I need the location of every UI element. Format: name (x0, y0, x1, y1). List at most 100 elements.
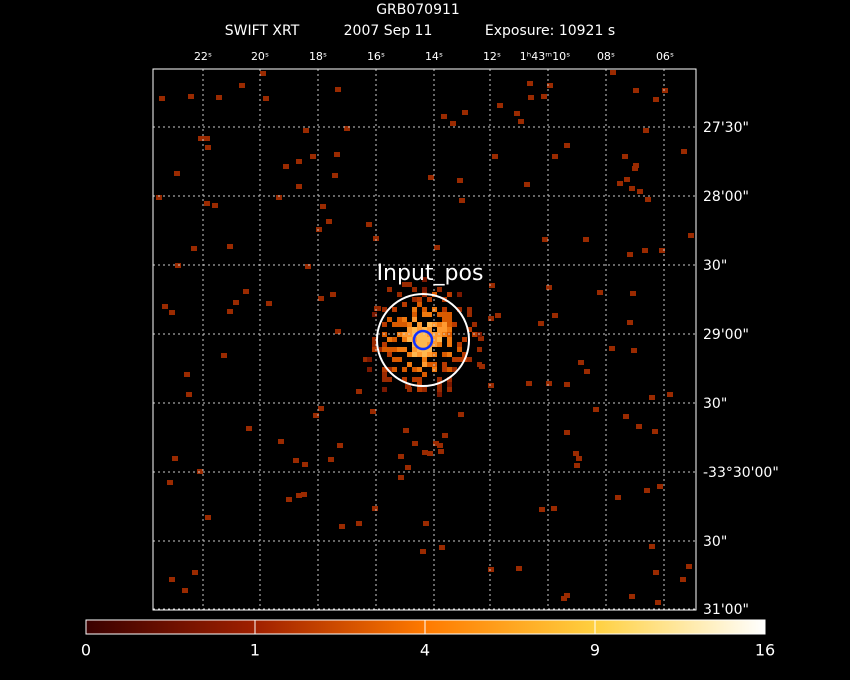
photon (387, 377, 392, 382)
photon (442, 362, 447, 367)
photon (407, 327, 412, 332)
photon (442, 367, 447, 372)
colorbar-label: 16 (755, 641, 775, 660)
photon (305, 264, 311, 269)
photon (457, 342, 462, 347)
photon (278, 439, 284, 444)
photon (681, 149, 687, 154)
photon (497, 103, 503, 108)
photon (417, 322, 422, 327)
photon (402, 347, 407, 352)
source-region (376, 293, 470, 387)
photon (356, 389, 362, 394)
photon (631, 348, 637, 353)
photon (243, 289, 249, 294)
plot-frame (152, 68, 697, 611)
photon (334, 152, 340, 157)
dec-label: 30" (703, 534, 727, 550)
photon (439, 545, 445, 550)
photon (407, 282, 412, 287)
photon (427, 327, 432, 332)
photon (442, 322, 447, 327)
photon (407, 322, 412, 327)
photon (407, 352, 412, 357)
photon (427, 297, 432, 302)
photon (457, 307, 462, 312)
photon (397, 347, 402, 352)
photon (184, 372, 190, 377)
photon (402, 322, 407, 327)
photon (302, 462, 308, 467)
photon (412, 287, 417, 292)
photon (387, 337, 392, 342)
photon (437, 337, 442, 342)
photon (422, 277, 427, 282)
photon (447, 367, 452, 372)
photon (169, 577, 175, 582)
coordinate-grid (153, 69, 696, 610)
photon (293, 458, 299, 463)
photon (204, 201, 210, 206)
photon (375, 306, 381, 311)
photon (437, 382, 442, 387)
photon (382, 342, 387, 347)
photon-image (156, 70, 694, 605)
photon (437, 312, 442, 317)
photon (169, 310, 175, 315)
photon (462, 337, 467, 342)
photon (398, 475, 404, 480)
photon (447, 382, 452, 387)
photon (434, 245, 440, 250)
photon (538, 321, 544, 326)
photon (427, 337, 432, 342)
photon (392, 367, 397, 372)
photon (488, 383, 494, 388)
photon (547, 83, 553, 88)
photon (417, 382, 422, 387)
ra-label: 16ˢ (367, 50, 385, 63)
photon (192, 570, 198, 575)
photon (564, 143, 570, 148)
photon (397, 292, 402, 297)
photon (260, 71, 266, 76)
photon (462, 110, 468, 115)
photon (167, 480, 173, 485)
dec-label: -33°30'00" (703, 465, 779, 481)
photon (447, 312, 452, 317)
photon (417, 302, 422, 307)
photon (633, 88, 639, 93)
photon (541, 94, 547, 99)
photon (246, 426, 252, 431)
photon (423, 521, 429, 526)
photon (447, 327, 452, 332)
photon (397, 322, 402, 327)
photon (405, 384, 411, 389)
photon (318, 296, 324, 301)
photon (422, 312, 427, 317)
photon (310, 154, 316, 159)
photon (382, 387, 387, 392)
exposure: Exposure: 10921 s (485, 23, 615, 39)
photon (335, 87, 341, 92)
photon (437, 287, 442, 292)
photon (457, 347, 462, 352)
colorbar-label: 1 (250, 641, 260, 660)
photon (593, 407, 599, 412)
photon (316, 227, 322, 232)
dec-label: 31'00" (703, 602, 749, 618)
photon (276, 195, 282, 200)
photon (437, 342, 442, 347)
instrument: SWIFT XRT (225, 23, 300, 39)
photon (387, 367, 392, 372)
photon (366, 222, 372, 227)
photon (397, 317, 402, 322)
photon (657, 484, 663, 489)
photon (417, 377, 422, 382)
photon (382, 377, 387, 382)
photon (686, 564, 692, 569)
photon (422, 287, 427, 292)
photon (643, 128, 649, 133)
photon (227, 309, 233, 314)
photon (524, 182, 530, 187)
photon (392, 322, 397, 327)
